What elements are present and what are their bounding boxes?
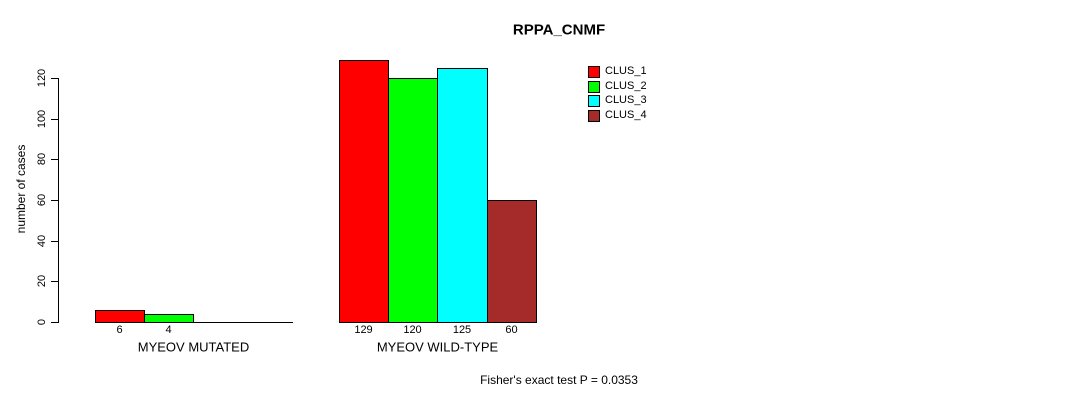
y-tick <box>51 159 58 160</box>
bar-clus_4 <box>487 200 537 323</box>
y-tick <box>51 119 58 120</box>
legend-swatch-clus_4 <box>588 109 600 122</box>
y-tick <box>51 78 58 79</box>
x-axis-baseline <box>95 322 293 323</box>
y-tick <box>51 322 58 323</box>
bar-clus_2 <box>144 314 194 323</box>
group-label: MYEOV WILD-TYPE <box>376 339 499 355</box>
bar-clus_3 <box>437 68 488 323</box>
bar-value-label: 120 <box>403 324 422 336</box>
bar-value-label: 129 <box>354 324 373 336</box>
chart-title: RPPA_CNMF <box>512 21 606 39</box>
legend-swatch-clus_3 <box>588 94 600 107</box>
legend-item: CLUS_4 <box>588 109 647 122</box>
fisher-test-annotation: Fisher's exact test P = 0.0353 <box>480 373 638 387</box>
legend-label: CLUS_4 <box>605 109 647 121</box>
y-tick <box>51 281 58 282</box>
legend-item: CLUS_2 <box>588 80 647 93</box>
y-tick <box>51 241 58 242</box>
bar-value-label: 125 <box>452 324 472 336</box>
bar-clus_1 <box>339 60 389 323</box>
y-tick <box>51 200 58 201</box>
bar-value-label: 60 <box>505 324 518 336</box>
legend-label: CLUS_3 <box>605 94 647 106</box>
legend-item: CLUS_3 <box>588 94 647 107</box>
bar-value-label: 6 <box>116 324 123 336</box>
bar-value-label: 4 <box>165 324 172 336</box>
legend-swatch-clus_2 <box>588 80 600 93</box>
group-label: MYEOV MUTATED <box>137 339 250 355</box>
legend-item: CLUS_1 <box>588 65 647 78</box>
legend-label: CLUS_1 <box>605 65 647 77</box>
legend-label: CLUS_2 <box>605 80 647 92</box>
y-axis-line <box>58 78 59 323</box>
legend-swatch-clus_1 <box>588 65 600 78</box>
